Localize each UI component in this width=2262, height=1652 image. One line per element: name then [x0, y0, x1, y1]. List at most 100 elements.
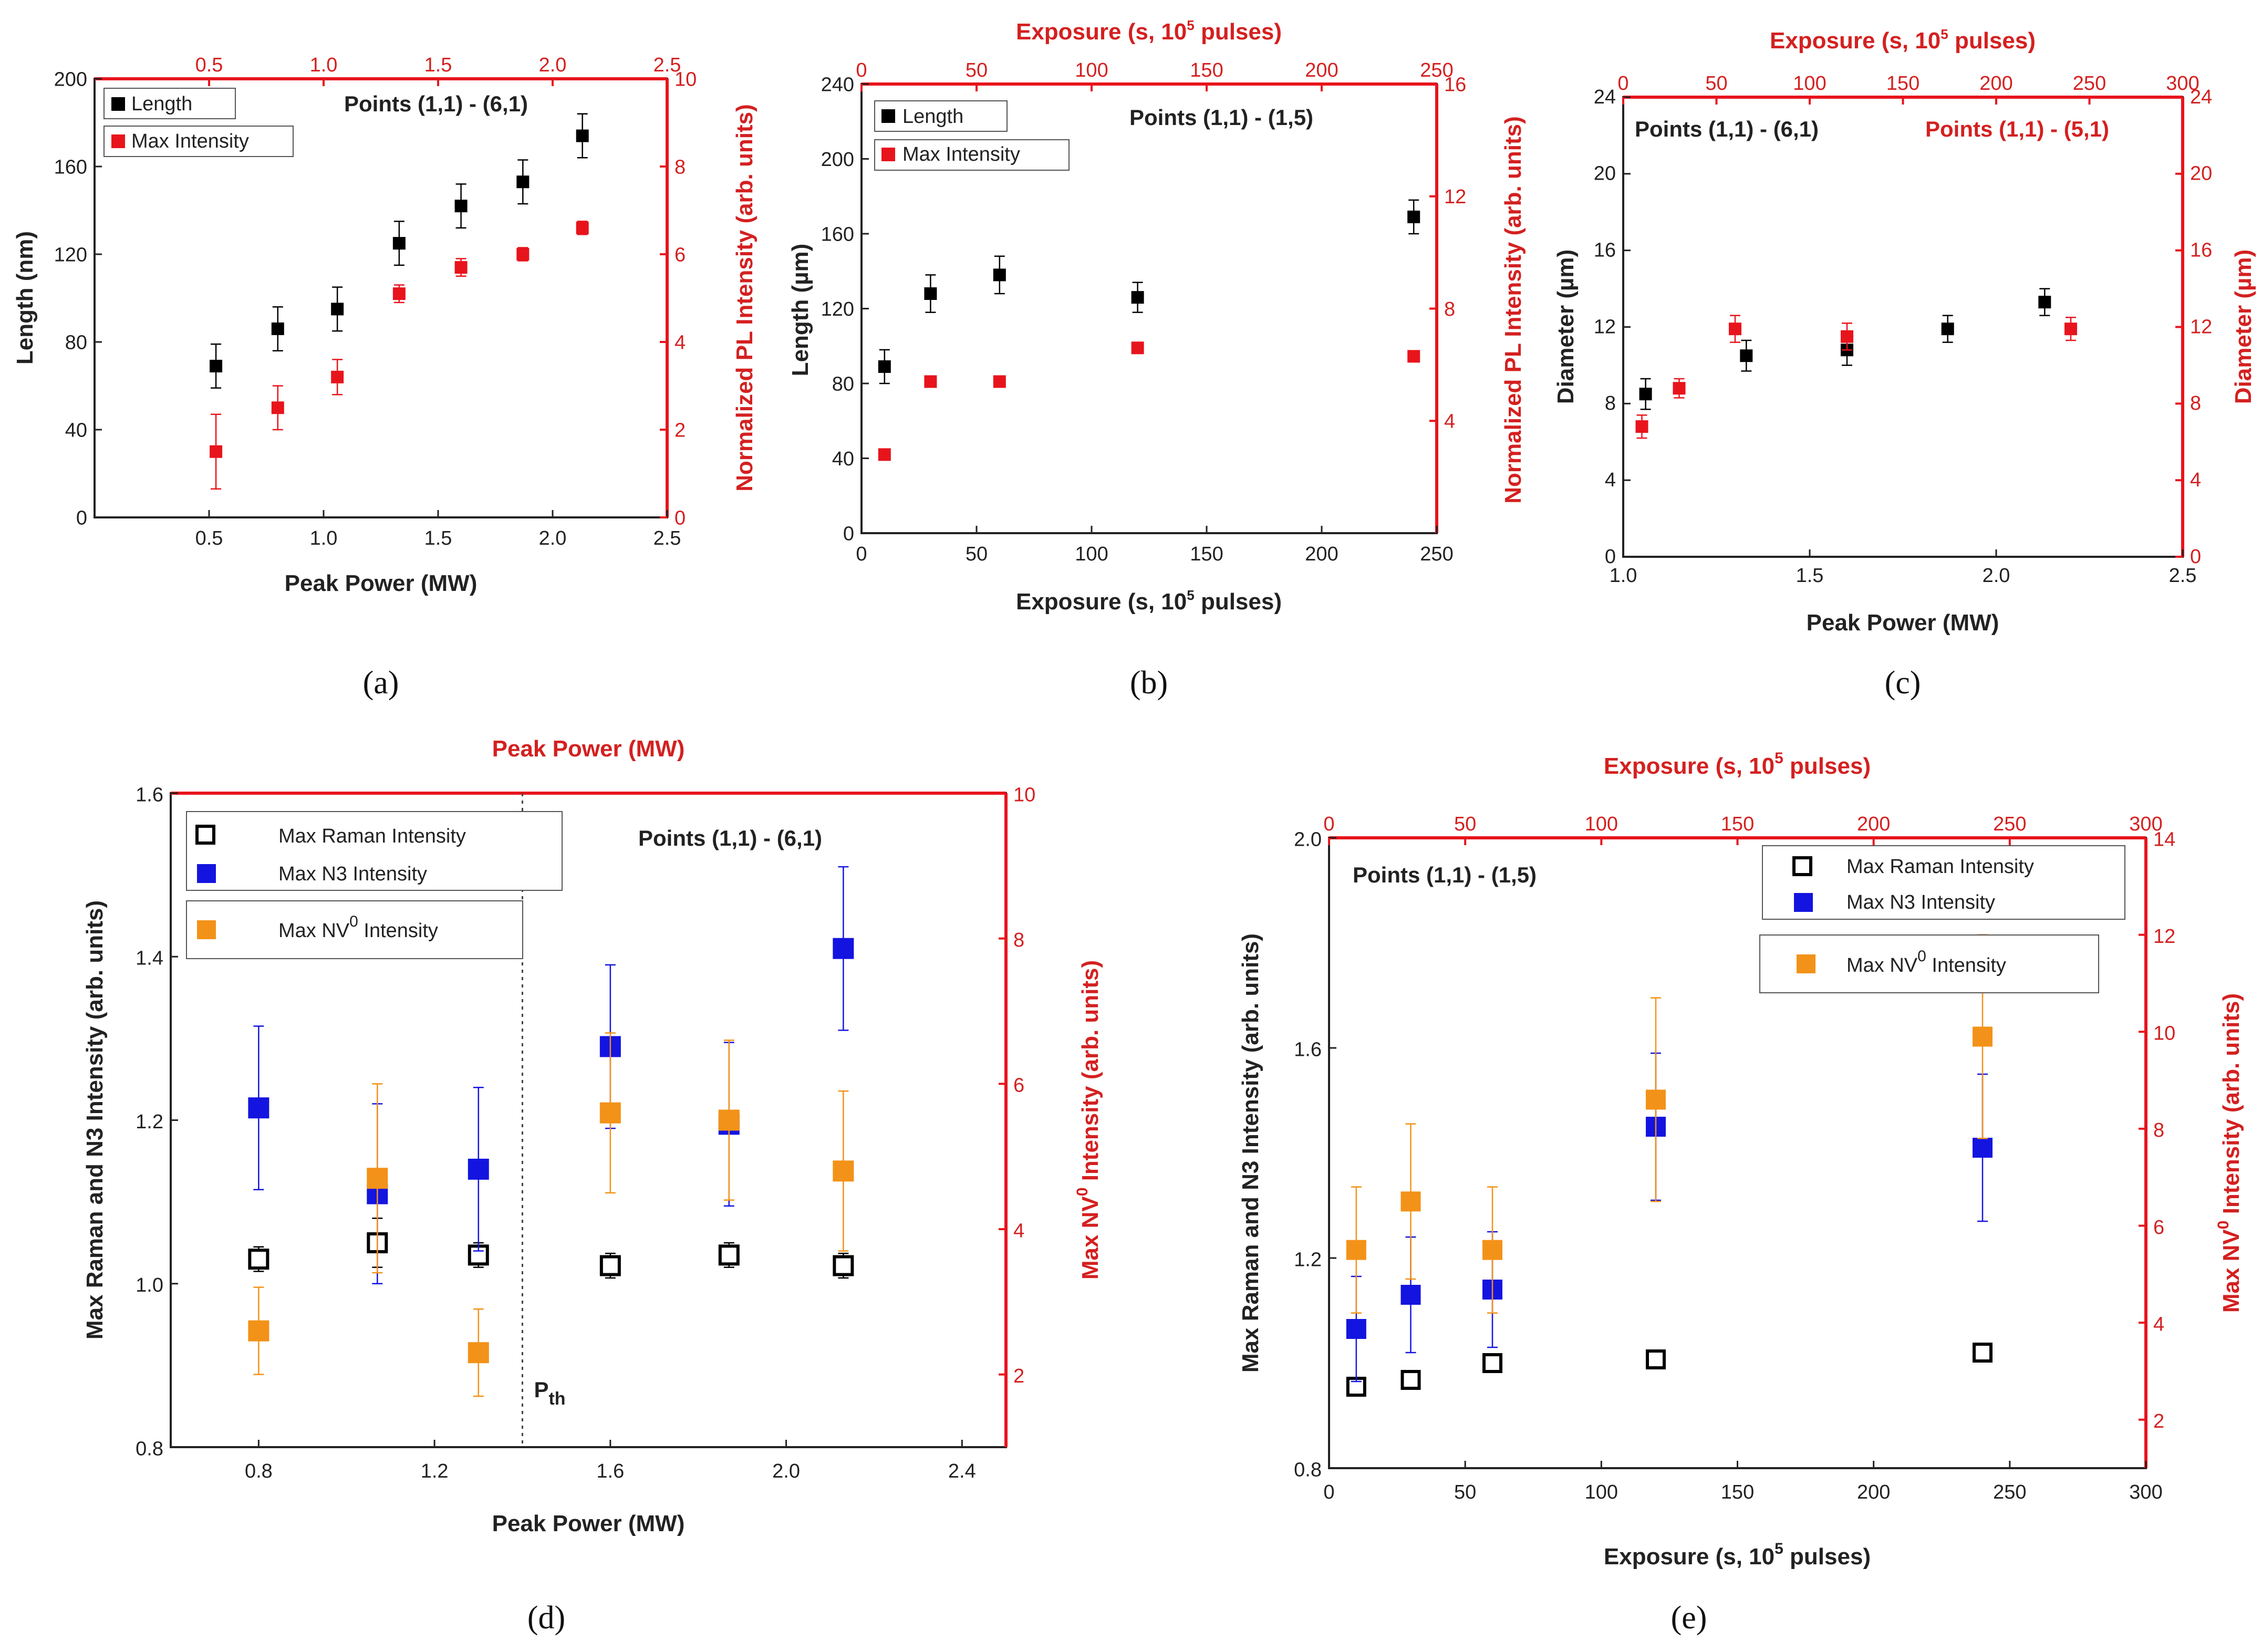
- x2-tick-label: 250: [2073, 72, 2106, 95]
- annotation-points-b: Points (1,1) - (1,5): [1129, 105, 1313, 130]
- y2-axis-label-a: Normalized PL Intensity (arb. units): [732, 104, 758, 492]
- y2-tick-label: 10: [675, 68, 697, 90]
- x-axis-label-e: Exposure (s, 105 pulses): [1604, 1540, 1871, 1570]
- legend-box-e2: [1759, 934, 2099, 993]
- data-point-max-raman-intensity: [248, 1249, 269, 1270]
- legend-marker-max-intensity: [111, 134, 125, 148]
- y2-tick-label: 8: [2190, 392, 2201, 414]
- data-point-max-n3-intensity: [468, 1158, 489, 1180]
- y-tick-label: 24: [1594, 86, 1616, 108]
- data-point-max-nv-0-intensity: [1400, 1191, 1421, 1212]
- x2-tick-label: 100: [1585, 813, 1618, 835]
- x-tick-label: 100: [1585, 1481, 1618, 1503]
- y2-tick-label: 10: [1013, 784, 1035, 806]
- y-tick-label: 120: [821, 298, 854, 320]
- data-point-max-nv-0-intensity: [1973, 1026, 1993, 1047]
- y-tick-label: 16: [1594, 240, 1616, 262]
- y-axis-label-a: Length (nm): [12, 231, 38, 365]
- x-tick-label: 100: [1075, 543, 1108, 565]
- data-point-max-n3-intensity: [1973, 1138, 1993, 1158]
- x-tick-label: 1.6: [596, 1460, 624, 1482]
- data-point-max-n3-intensity: [1346, 1319, 1366, 1339]
- y-tick-label: 0.8: [136, 1438, 163, 1460]
- legend-marker-n3-e: [1794, 893, 1813, 912]
- data-point-max-intensity: [331, 370, 344, 383]
- y-tick-label: 20: [1594, 163, 1616, 185]
- y2-axis-label-c: Diameter (µm): [2230, 250, 2256, 404]
- y-tick-label: 80: [65, 331, 87, 354]
- data-point-diameter-vs-peak-power: [1639, 388, 1652, 401]
- x-tick-label: 150: [1190, 543, 1223, 565]
- x2-tick-label: 200: [1979, 72, 2012, 95]
- x-tick-label: 2.5: [653, 527, 681, 549]
- y2-tick-label: 0: [2190, 546, 2201, 568]
- y2-tick-label: 10: [2153, 1023, 2175, 1045]
- data-point-max-raman-intensity: [1646, 1349, 1666, 1369]
- data-point-max-nv-0-intensity: [718, 1109, 740, 1131]
- y-axis-label-e: Max Raman and N3 Intensity (arb. units): [1238, 933, 1263, 1373]
- legend-box-b2: [874, 139, 1070, 171]
- data-point-max-nv-0-intensity: [1346, 1240, 1366, 1260]
- data-point-length: [210, 359, 223, 372]
- y2-tick-label: 4: [2190, 469, 2201, 491]
- data-point-max-nv-0-intensity: [1646, 1089, 1666, 1110]
- x-axis-label-c: Peak Power (MW): [1807, 610, 1999, 636]
- x-tick-label: 300: [2129, 1481, 2162, 1503]
- panel-label-c: (c): [1885, 665, 1921, 701]
- y2-tick-label: 24: [2190, 86, 2212, 108]
- x2-tick-label: 0: [1323, 813, 1334, 835]
- data-point-max-nv-0-intensity: [468, 1342, 489, 1364]
- y2-tick-label: 8: [1013, 929, 1024, 951]
- data-point-max-n3-intensity: [1400, 1285, 1421, 1305]
- x-tick-label: 0: [856, 543, 867, 565]
- data-point-max-nv-0-intensity: [367, 1168, 388, 1189]
- x2-axis-label-b: Exposure (s, 105 pulses): [1016, 17, 1282, 45]
- data-point-length: [1407, 210, 1420, 223]
- y-tick-label: 80: [832, 373, 854, 395]
- data-point-diameter-vs-exposure: [1673, 382, 1686, 395]
- data-point-length: [576, 129, 589, 142]
- legend-box-b: [874, 100, 1008, 132]
- y-tick-label: 1.6: [136, 784, 163, 806]
- y-axis-label-d: Max Raman and N3 Intensity (arb. units): [82, 900, 108, 1339]
- data-point-diameter-vs-peak-power: [1941, 323, 1954, 336]
- y-axis-label-c: Diameter (µm): [1553, 250, 1579, 404]
- legend-label-n3-d: Max N3 Intensity: [278, 863, 427, 885]
- y2-tick-label: 20: [2190, 163, 2212, 185]
- x2-tick-label: 300: [2129, 813, 2162, 835]
- x2-tick-label: 200: [1857, 813, 1890, 835]
- y2-tick-label: 6: [1013, 1075, 1024, 1097]
- y-tick-label: 0: [1605, 546, 1616, 568]
- threshold-label: Pth: [534, 1377, 565, 1409]
- x2-tick-label: 250: [1420, 59, 1453, 81]
- data-point-length: [454, 200, 468, 213]
- y2-tick-label: 12: [2190, 316, 2212, 338]
- annotation-points-c-red: Points (1,1) - (5,1): [1925, 117, 2109, 141]
- panel-e: 0 50 100 150 200 250 300 0.8 1.2 1.6 2.0 2 4 6 8 10 12 14…: [1238, 750, 2244, 1570]
- data-point-max-intensity: [271, 401, 284, 414]
- y-tick-label: 160: [821, 223, 854, 245]
- panel-label-e: (e): [1671, 1600, 1707, 1636]
- x-axis-label-d: Peak Power (MW): [492, 1511, 685, 1536]
- y2-axis-label-d: Max NV0 Intensity (arb. units): [1074, 960, 1103, 1280]
- data-point-max-intensity: [924, 375, 937, 388]
- x2-tick-label: 0: [856, 59, 867, 81]
- legend-box-e: [1762, 845, 2125, 920]
- data-point-diameter-vs-peak-power: [2038, 296, 2051, 309]
- y-tick-label: 1.2: [1294, 1249, 1322, 1271]
- legend-label-length: Length: [131, 93, 192, 115]
- data-point-max-intensity: [1407, 350, 1420, 363]
- legend-box-a2: [103, 126, 294, 157]
- y-tick-label: 8: [1605, 392, 1616, 414]
- y-tick-label: 12: [1594, 316, 1616, 338]
- data-point-diameter-vs-exposure: [1841, 330, 1853, 343]
- y-tick-label: 2.0: [1294, 828, 1322, 850]
- plot-frame-c: [1622, 96, 2184, 558]
- y2-tick-label: 16: [2190, 240, 2212, 262]
- y2-tick-label: 12: [1444, 186, 1466, 208]
- data-point-max-raman-intensity: [833, 1255, 854, 1276]
- x-tick-label: 2.0: [1983, 565, 2010, 587]
- legend-label-max-intensity: Max Intensity: [131, 130, 249, 152]
